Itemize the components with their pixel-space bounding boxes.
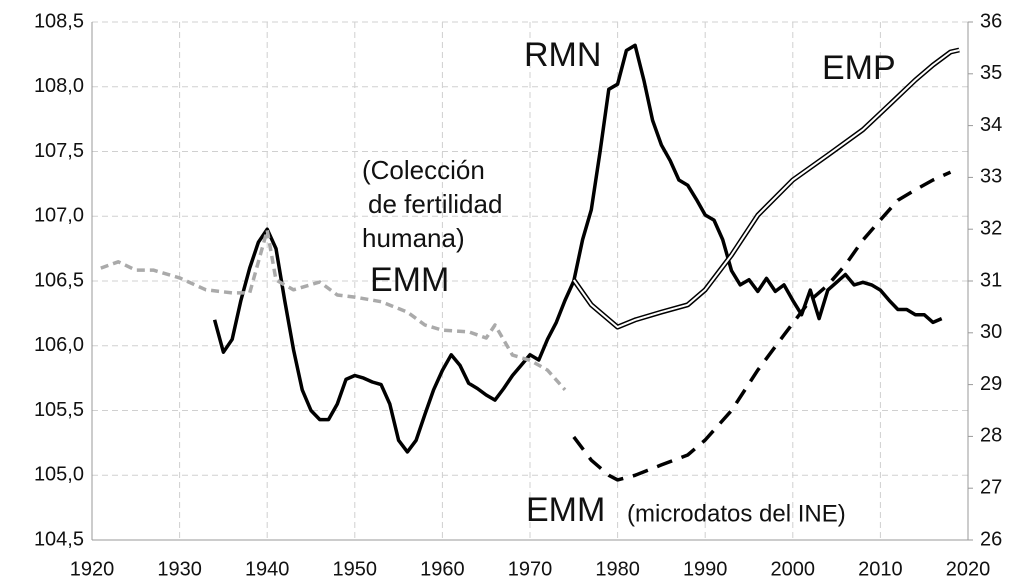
y2-tick-label: 29	[980, 373, 1002, 395]
y2-tick-label: 28	[980, 425, 1002, 447]
y-tick-label: 108,0	[34, 75, 84, 97]
annotation: EMP	[822, 49, 896, 87]
annotation: (Colección	[362, 155, 485, 185]
x-tick-label: 1980	[595, 558, 640, 580]
annotation: EMM	[370, 261, 449, 299]
x-tick-label: 1920	[70, 558, 115, 580]
annotation: EMM	[526, 491, 605, 529]
y2-tick-label: 30	[980, 321, 1002, 343]
x-tick-label: 2020	[946, 558, 991, 580]
series-line-inner	[572, 49, 960, 329]
x-tick-label: 1930	[157, 558, 202, 580]
series-line	[572, 170, 952, 482]
x-tick-label: 1960	[420, 558, 465, 580]
x-tick-label: 1970	[508, 558, 553, 580]
y-tick-label: 108,5	[34, 10, 84, 32]
annotation: (microdatos del INE)	[627, 500, 846, 527]
y-tick-label: 106,5	[34, 269, 84, 291]
x-tick-label: 1950	[333, 558, 378, 580]
series-line	[100, 228, 567, 391]
annotation: de fertilidad	[368, 189, 502, 219]
series-line	[571, 47, 960, 330]
y2-tick-label: 26	[980, 528, 1002, 550]
annotation: humana)	[362, 223, 465, 253]
y2-tick-label: 27	[980, 476, 1002, 498]
x-tick-label: 1940	[245, 558, 290, 580]
x-tick-label: 2010	[858, 558, 903, 580]
y-tick-label: 107,5	[34, 140, 84, 162]
y-tick-label: 106,0	[34, 334, 84, 356]
x-tick-label: 2000	[771, 558, 816, 580]
y2-tick-label: 31	[980, 269, 1002, 291]
y2-tick-label: 34	[980, 114, 1002, 136]
y2-tick-label: 35	[980, 62, 1002, 84]
y2-tick-label: 33	[980, 166, 1002, 188]
y2-tick-label: 36	[980, 10, 1002, 32]
series-line	[212, 43, 943, 454]
annotation: RMN	[524, 36, 601, 74]
y2-tick-label: 32	[980, 217, 1002, 239]
x-tick-label: 1990	[683, 558, 728, 580]
y-tick-label: 105,5	[34, 399, 84, 421]
y-tick-label: 104,5	[34, 528, 84, 550]
y-tick-label: 105,0	[34, 464, 84, 486]
y-tick-label: 107,0	[34, 205, 84, 227]
